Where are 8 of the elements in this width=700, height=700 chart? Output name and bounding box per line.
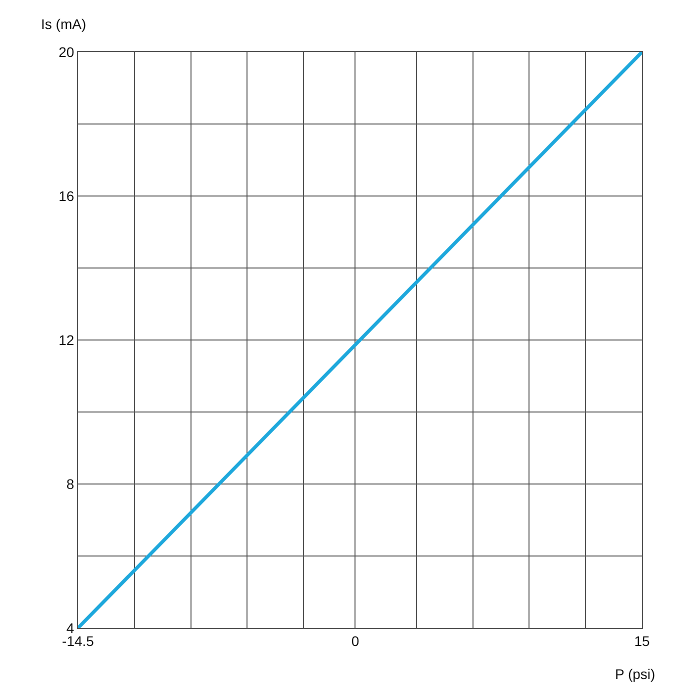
y-tick-label: 16 (58, 188, 74, 204)
x-tick-label: 0 (351, 632, 360, 649)
x-tick-label: 15 (634, 632, 650, 649)
x-axis-title: P (psi) (615, 666, 656, 682)
y-tick-label: 12 (58, 332, 74, 348)
y-axis-title: Is (mA) (41, 16, 86, 32)
y-tick-label: 20 (58, 44, 74, 60)
y-tick-label: 8 (66, 476, 74, 492)
